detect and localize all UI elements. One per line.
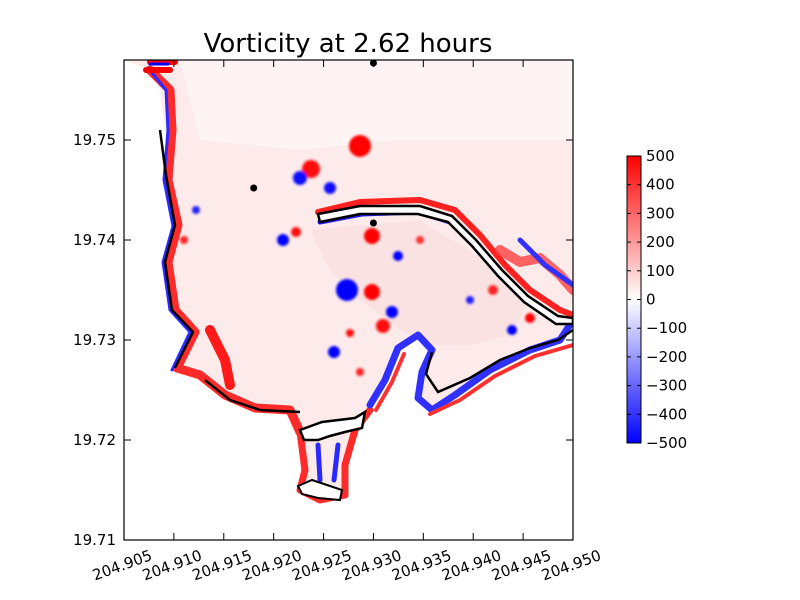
gauge-marker (369, 219, 377, 227)
y-tick-label: 19.74 (73, 231, 116, 249)
shoreline-east (424, 328, 573, 394)
colorbar-tick-label: 400 (646, 176, 675, 194)
shoreline-west (158, 129, 195, 369)
colorbar: 500 400 300 200 100 0 −100 −200 −300 −400 −500 (626, 147, 687, 452)
harbor-basin-tint (310, 220, 530, 345)
colorbar-tick-label: 0 (646, 291, 656, 309)
colorbar-tick-label: 300 (646, 204, 675, 222)
y-tick-label: 19.72 (73, 431, 116, 449)
y-tick-label: 19.71 (73, 531, 116, 549)
y-axis: 19.71 19.72 19.73 19.74 19.75 (73, 131, 573, 549)
colorbar-tick-label: 500 (646, 147, 675, 165)
chart-title: Vorticity at 2.62 hours (204, 29, 493, 59)
y-tick-label: 19.75 (73, 131, 116, 149)
land (158, 129, 573, 502)
colorbar-tick-label: −100 (646, 319, 687, 337)
colorbar-tick-label: −400 (646, 405, 687, 423)
colorbar-tick-label: −200 (646, 348, 687, 366)
offshore-band (180, 60, 573, 150)
breakwater-land (316, 204, 573, 326)
colorbar-ticks: 500 400 300 200 100 0 −100 −200 −300 −400 −500 (627, 147, 687, 452)
colorbar-tick-label: 100 (646, 262, 675, 280)
y-tick-label: 19.73 (73, 331, 116, 349)
plot-area (124, 60, 573, 540)
colorbar-tick-label: −500 (646, 434, 687, 452)
gauge-marker (250, 184, 258, 192)
inlet-land (298, 409, 367, 442)
channel-land (296, 478, 344, 502)
plot-frame (123, 59, 574, 541)
shoreline-south (204, 379, 301, 414)
eddies (180, 135, 535, 376)
colorbar-tick-label: 200 (646, 233, 675, 251)
colorbar-tick-label: −300 (646, 377, 687, 395)
